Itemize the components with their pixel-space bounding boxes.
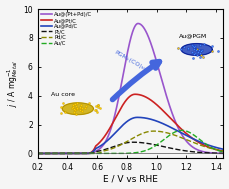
Polygon shape (62, 103, 93, 115)
Text: Au core: Au core (51, 92, 75, 97)
Legend: Au@(Pt+Pd)/C, Au@Pt/C, Au@Pd/C, Pt/C, Pd/C, Au/C: Au@(Pt+Pd)/C, Au@Pt/C, Au@Pd/C, Pt/C, Pd… (40, 12, 93, 46)
Text: PGMₖ(CO)ₕₕ: PGMₖ(CO)ₕₕ (113, 50, 147, 72)
Polygon shape (181, 44, 212, 55)
Y-axis label: $j$ / A mg$^{-1}_{Metal}$: $j$ / A mg$^{-1}_{Metal}$ (5, 60, 20, 107)
Text: Au@PGM: Au@PGM (179, 33, 207, 38)
X-axis label: E / V vs RHE: E / V vs RHE (103, 174, 158, 184)
